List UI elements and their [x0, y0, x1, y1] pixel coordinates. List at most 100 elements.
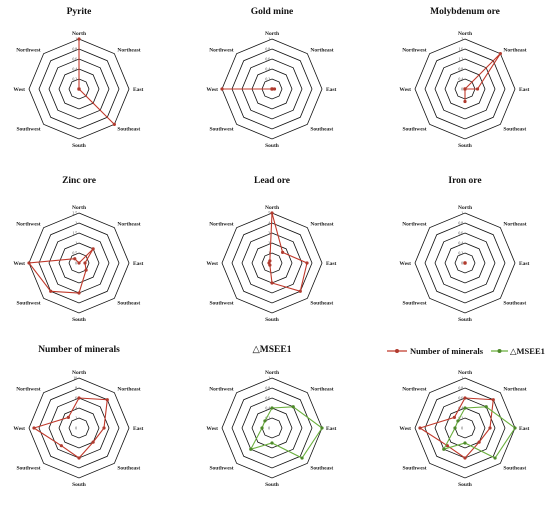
grid-ring: [221, 38, 323, 140]
tick-label: 1.2: [459, 58, 464, 62]
direction-label-north: North: [458, 31, 472, 37]
direction-label-east: East: [519, 261, 530, 267]
data-point-red: [463, 261, 467, 265]
grid-ring: [48, 397, 110, 459]
direction-label-northeast: Northeast: [503, 387, 526, 393]
data-point-red: [281, 250, 285, 254]
tick-label: 0.4: [73, 68, 78, 72]
direction-label-north: North: [265, 205, 279, 211]
grid-ring: [28, 377, 130, 479]
direction-label-northeast: Northeast: [310, 222, 333, 228]
legend: Number of minerals △MSEE1: [387, 346, 545, 356]
grid-ring: [424, 48, 506, 130]
tick-label: 4: [75, 407, 77, 411]
tick-label: 0.6: [459, 397, 464, 401]
tick-label: 0.4: [459, 78, 464, 82]
direction-label-southeast: Southeast: [503, 300, 526, 306]
tick-label: 6: [75, 397, 77, 401]
legend-minerals-marker: [395, 349, 399, 353]
tick-label: 0.6: [459, 232, 464, 236]
direction-label-northeast: Northeast: [117, 387, 140, 393]
direction-label-southeast: Southeast: [310, 300, 333, 306]
chart-title: Iron ore: [448, 176, 481, 186]
data-point-green: [270, 406, 274, 410]
data-point-red: [102, 426, 106, 430]
direction-label-southwest: Southwest: [16, 465, 40, 471]
direction-label-southeast: Southeast: [310, 465, 333, 471]
data-point-green: [456, 419, 460, 423]
tick-label: 1.5: [73, 232, 78, 236]
series-line-red: [464, 53, 501, 102]
direction-label-east: East: [133, 87, 144, 93]
direction-label-west: West: [13, 261, 25, 267]
direction-label-northwest: Northwest: [402, 48, 427, 54]
tick-label: 0.8: [459, 387, 464, 391]
data-point-red: [475, 87, 480, 91]
direction-label-west: West: [206, 261, 218, 267]
direction-label-southwest: Southwest: [16, 126, 40, 132]
direction-label-north: North: [72, 31, 86, 37]
data-point-red: [270, 211, 274, 215]
direction-label-north: North: [458, 370, 472, 376]
data-point-red: [272, 87, 277, 91]
data-point-red: [305, 261, 309, 265]
direction-label-northwest: Northwest: [16, 48, 41, 54]
grid-ring: [241, 232, 303, 294]
data-point-red: [49, 289, 53, 293]
data-point-green: [484, 405, 488, 409]
tick-label: 0.5: [73, 252, 78, 256]
direction-label-southeast: Southeast: [117, 300, 140, 306]
data-point-red: [463, 456, 467, 460]
chart-title: Lead ore: [254, 176, 290, 186]
direction-label-southwest: Southwest: [209, 126, 233, 132]
direction-label-southwest: Southwest: [209, 300, 233, 306]
data-point-red: [463, 99, 467, 104]
tick-label: 0.8: [459, 68, 464, 72]
tick-label: 8: [75, 387, 77, 391]
direction-label-southeast: Southeast: [117, 126, 140, 132]
direction-label-north: North: [72, 370, 86, 376]
data-point-green: [300, 456, 304, 460]
tick-label: 1: [461, 377, 463, 381]
data-point-red: [91, 440, 95, 444]
chart-title: Gold mine: [251, 7, 294, 17]
tick-label: 0.4: [459, 407, 464, 411]
grid-ring: [251, 68, 293, 110]
tick-label: 0: [75, 262, 77, 266]
direction-label-south: South: [72, 143, 86, 149]
data-point-green: [291, 405, 295, 409]
data-point-red: [477, 440, 481, 444]
grid-ring: [434, 232, 496, 294]
tick-label: 0.6: [266, 397, 271, 401]
grid-ring: [454, 252, 476, 274]
direction-label-southwest: Southwest: [402, 465, 426, 471]
tick-label: 0.2: [73, 78, 78, 82]
tick-label: 2: [75, 222, 77, 226]
radar-panel: Lead ore012345NorthNortheastEastSoutheas…: [206, 176, 336, 323]
data-point-green: [493, 456, 497, 460]
tick-label: 2.5: [73, 212, 78, 216]
tick-label: 0: [461, 262, 463, 266]
grid-ring: [414, 38, 516, 140]
tick-label: 0: [75, 427, 77, 431]
data-point-red: [83, 261, 87, 265]
grid-ring: [28, 38, 130, 140]
grid-ring: [38, 222, 120, 304]
direction-label-west: West: [206, 87, 218, 93]
direction-label-northeast: Northeast: [117, 222, 140, 228]
direction-label-southeast: Southeast: [117, 465, 140, 471]
direction-label-northwest: Northwest: [209, 387, 234, 393]
direction-label-southwest: Southwest: [16, 300, 40, 306]
data-point-red: [59, 444, 63, 448]
grid-ring: [414, 212, 516, 314]
legend-msee-marker: [497, 349, 502, 353]
data-point-red: [105, 398, 109, 402]
tick-label: 0.2: [266, 78, 271, 82]
tick-label: 1: [75, 242, 77, 246]
direction-label-southwest: Southwest: [209, 465, 233, 471]
direction-label-west: West: [399, 426, 411, 432]
direction-label-south: South: [265, 143, 279, 149]
